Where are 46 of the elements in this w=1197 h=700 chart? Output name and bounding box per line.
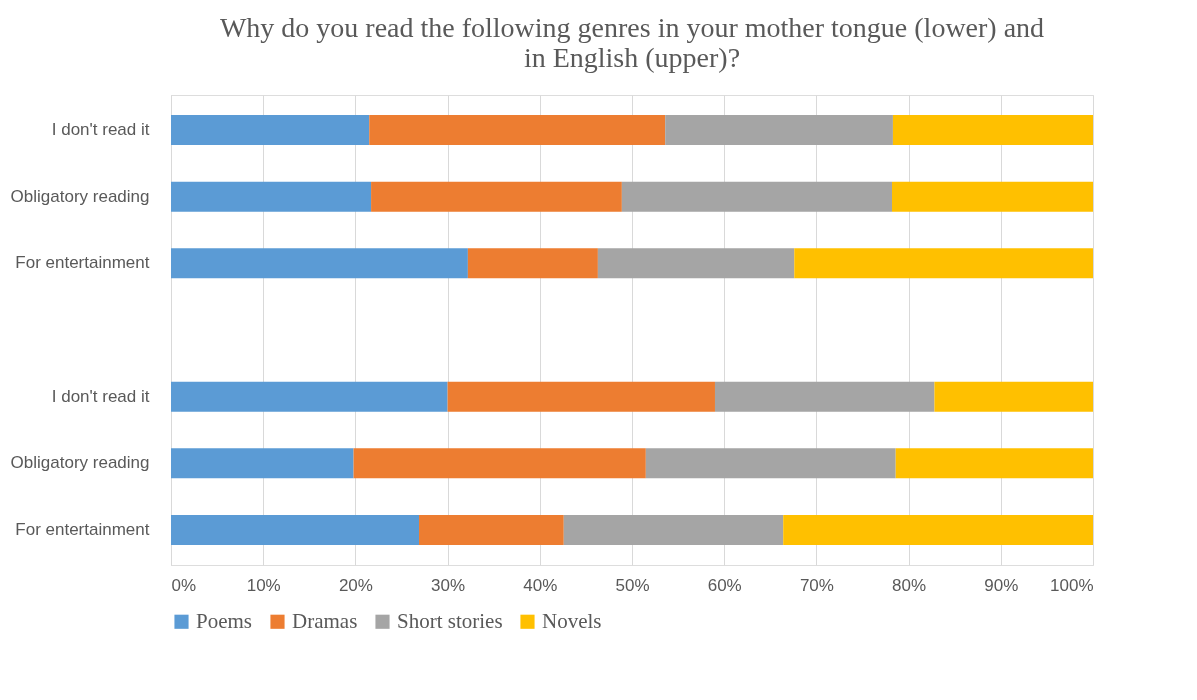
bar [371,181,622,212]
bar [447,381,715,412]
chart-title: Why do you read the following genres in your mother tongue (lower) and in English (upper)? [219,12,1045,73]
legend-label: Dramas [292,608,358,633]
bar [934,381,1093,412]
x-tick-label: 10% [246,575,281,595]
bar [895,448,1093,479]
x-tick-label: 40% [523,575,558,595]
y-tick-label: I don't read it [51,386,150,406]
bar [794,248,1093,279]
y-tick-label: For entertainment [15,520,150,539]
legend-label: Short stories [397,608,503,633]
x-tick-label: 80% [892,575,927,595]
bar [597,248,795,279]
bar [171,115,370,145]
x-tick-label: 20% [338,575,373,595]
x-tick-label: 50% [615,575,650,595]
bar [665,115,893,145]
y-tick-label: For entertainment [15,253,150,273]
x-tick-label: 0% [171,575,197,595]
bar [369,115,666,145]
legend-label: Novels [542,608,602,633]
y-tick-label: Obligatory reading [10,186,150,206]
bar [467,248,598,279]
bar [645,448,896,479]
bar [783,515,1093,545]
bar [171,181,372,212]
bar [892,115,1093,145]
bar [714,381,935,412]
x-tick-label: 100% [1050,575,1094,595]
y-tick-label: Obligatory reading [10,453,150,473]
legend-label: Poems [196,608,253,633]
y-tick-label: I don't read it [51,120,150,139]
x-tick-label: 30% [431,575,466,595]
bar [563,515,784,545]
bar [171,381,448,412]
bar [353,448,646,479]
x-tick-label: 60% [707,575,742,595]
x-tick-label: 70% [799,575,834,595]
bar [171,248,468,279]
bar [171,515,420,545]
bar [171,448,354,479]
bar [621,181,892,212]
bar [892,181,1093,212]
x-tick-label: 90% [984,575,1019,595]
bar [419,515,564,545]
